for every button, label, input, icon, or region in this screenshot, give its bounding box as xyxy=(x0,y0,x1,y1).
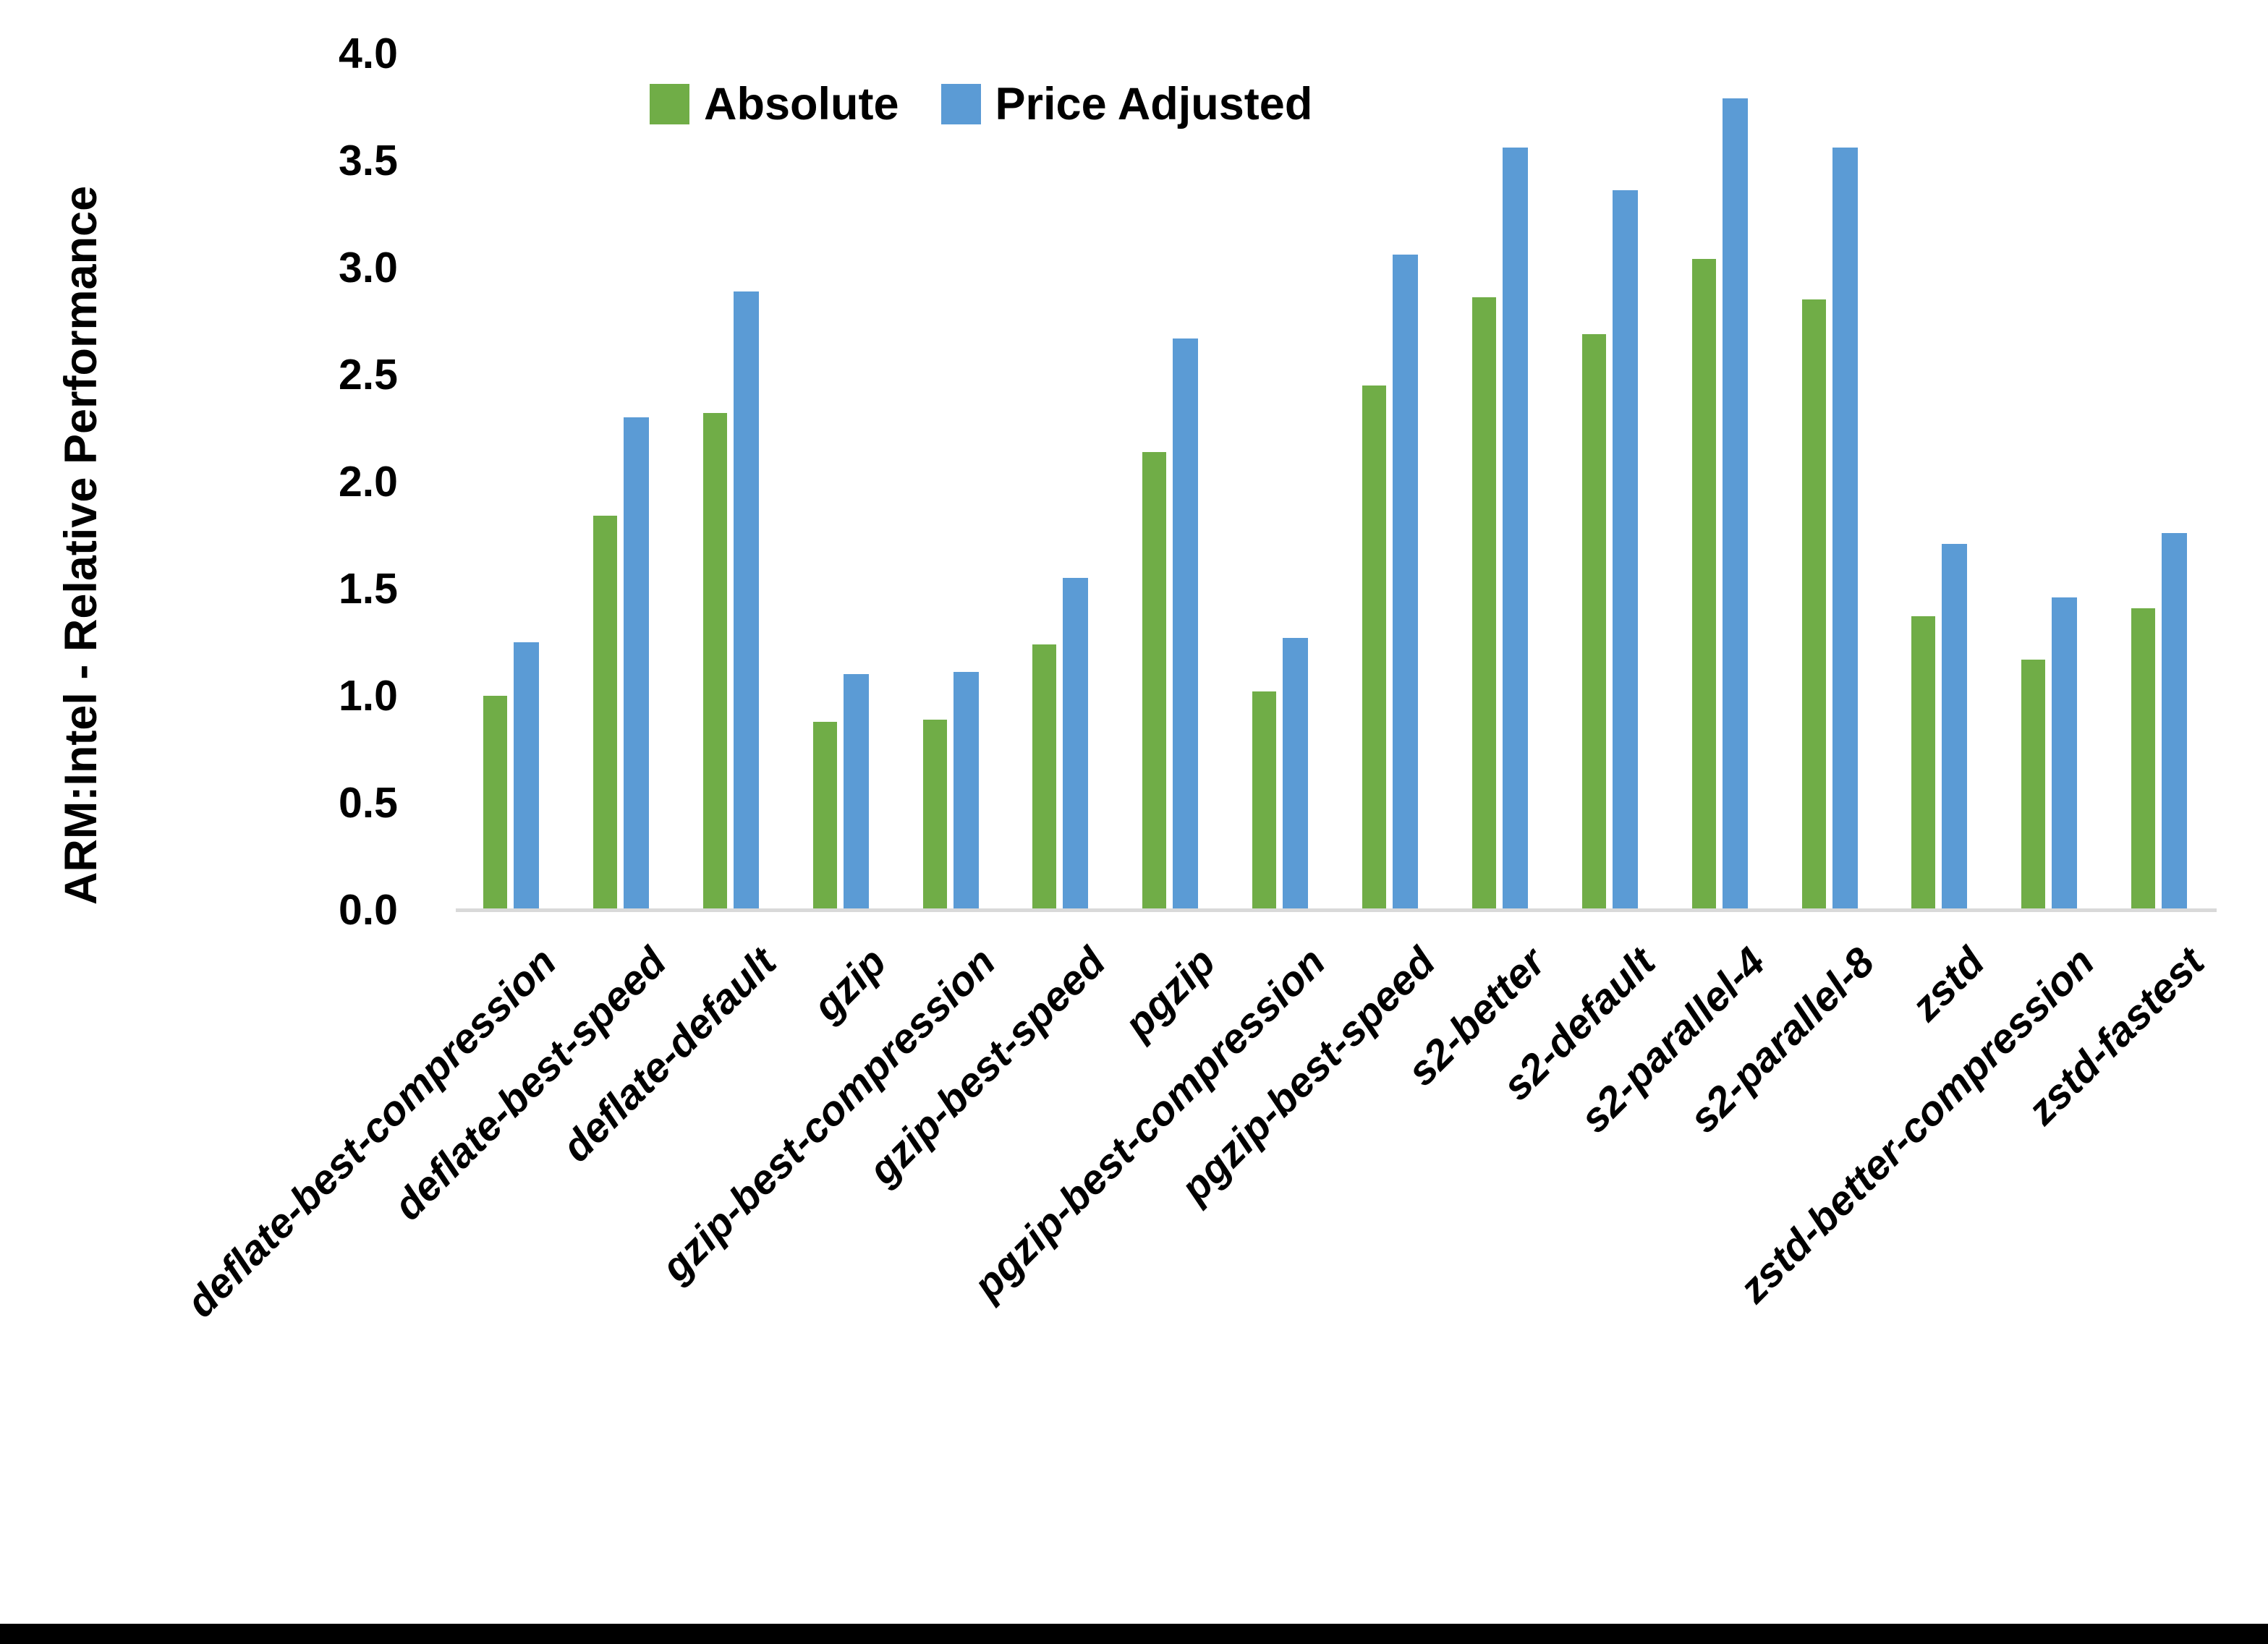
legend-swatch-icon xyxy=(650,84,689,124)
bar-absolute-zstd-fastest xyxy=(2131,608,2155,910)
bar-price-adjusted-pgzip xyxy=(1173,338,1198,910)
bar-price-adjusted-pgzip-best-compression xyxy=(1283,638,1308,910)
bar-absolute-pgzip-best-compression xyxy=(1252,691,1276,910)
y-axis-tick-label: 0.5 xyxy=(338,779,398,827)
legend-label: Absolute xyxy=(704,79,899,129)
bar-price-adjusted-deflate-default xyxy=(734,291,759,910)
bar-absolute-gzip xyxy=(813,722,837,910)
y-axis-tick-label: 3.5 xyxy=(338,137,398,184)
legend-item-absolute: Absolute xyxy=(650,78,899,130)
y-axis-tick-label: 2.5 xyxy=(338,351,398,399)
bar-price-adjusted-gzip-best-compression xyxy=(954,672,979,910)
legend-swatch-icon xyxy=(940,84,981,124)
chart-legend: Absolute Price Adjusted xyxy=(650,78,1312,130)
bar-absolute-pgzip xyxy=(1142,452,1166,910)
y-axis-tick-label: 0.0 xyxy=(338,886,398,934)
bar-absolute-deflate-default xyxy=(703,413,727,910)
bar-price-adjusted-zstd-better-compression xyxy=(2052,597,2077,910)
y-axis-tick-label: 4.0 xyxy=(338,30,398,77)
bar-absolute-pgzip-best-speed xyxy=(1362,386,1386,910)
y-axis-tick-label: 3.0 xyxy=(338,244,398,291)
x-axis-line xyxy=(456,908,2217,912)
bar-price-adjusted-s2-default xyxy=(1613,190,1638,910)
bar-price-adjusted-gzip-best-speed xyxy=(1063,578,1088,910)
y-axis-tick-label: 1.0 xyxy=(338,672,398,720)
bar-price-adjusted-s2-parallel-8 xyxy=(1832,148,1858,910)
bar-absolute-s2-default xyxy=(1582,334,1606,910)
bar-price-adjusted-zstd xyxy=(1942,544,1967,910)
bar-price-adjusted-s2-better xyxy=(1503,148,1528,910)
bar-absolute-zstd xyxy=(1911,616,1935,910)
bar-price-adjusted-s2-parallel-4 xyxy=(1723,98,1748,910)
bar-price-adjusted-zstd-fastest xyxy=(2162,533,2187,910)
bottom-border xyxy=(0,1624,2268,1644)
bar-price-adjusted-deflate-best-speed xyxy=(624,417,649,910)
bar-absolute-deflate-best-speed xyxy=(593,516,617,910)
bar-absolute-gzip-best-speed xyxy=(1032,644,1056,910)
bar-price-adjusted-gzip xyxy=(844,674,869,910)
bar-absolute-deflate-best-compression xyxy=(483,696,507,910)
y-axis-tick-label: 2.0 xyxy=(338,458,398,506)
bar-absolute-s2-parallel-8 xyxy=(1802,299,1826,910)
bar-price-adjusted-pgzip-best-speed xyxy=(1393,255,1418,910)
legend-item-price-adjusted: Price Adjusted xyxy=(940,78,1313,130)
bar-absolute-s2-better xyxy=(1472,297,1496,910)
legend-label: Price Adjusted xyxy=(995,79,1313,129)
bar-price-adjusted-deflate-best-compression xyxy=(514,642,539,910)
bar-absolute-gzip-best-compression xyxy=(923,720,947,910)
y-axis-tick-label: 1.5 xyxy=(338,565,398,613)
bar-absolute-s2-parallel-4 xyxy=(1692,259,1716,910)
bar-absolute-zstd-better-compression xyxy=(2021,660,2045,910)
y-axis-title: ARM:Intel - Relative Performance xyxy=(56,185,106,906)
